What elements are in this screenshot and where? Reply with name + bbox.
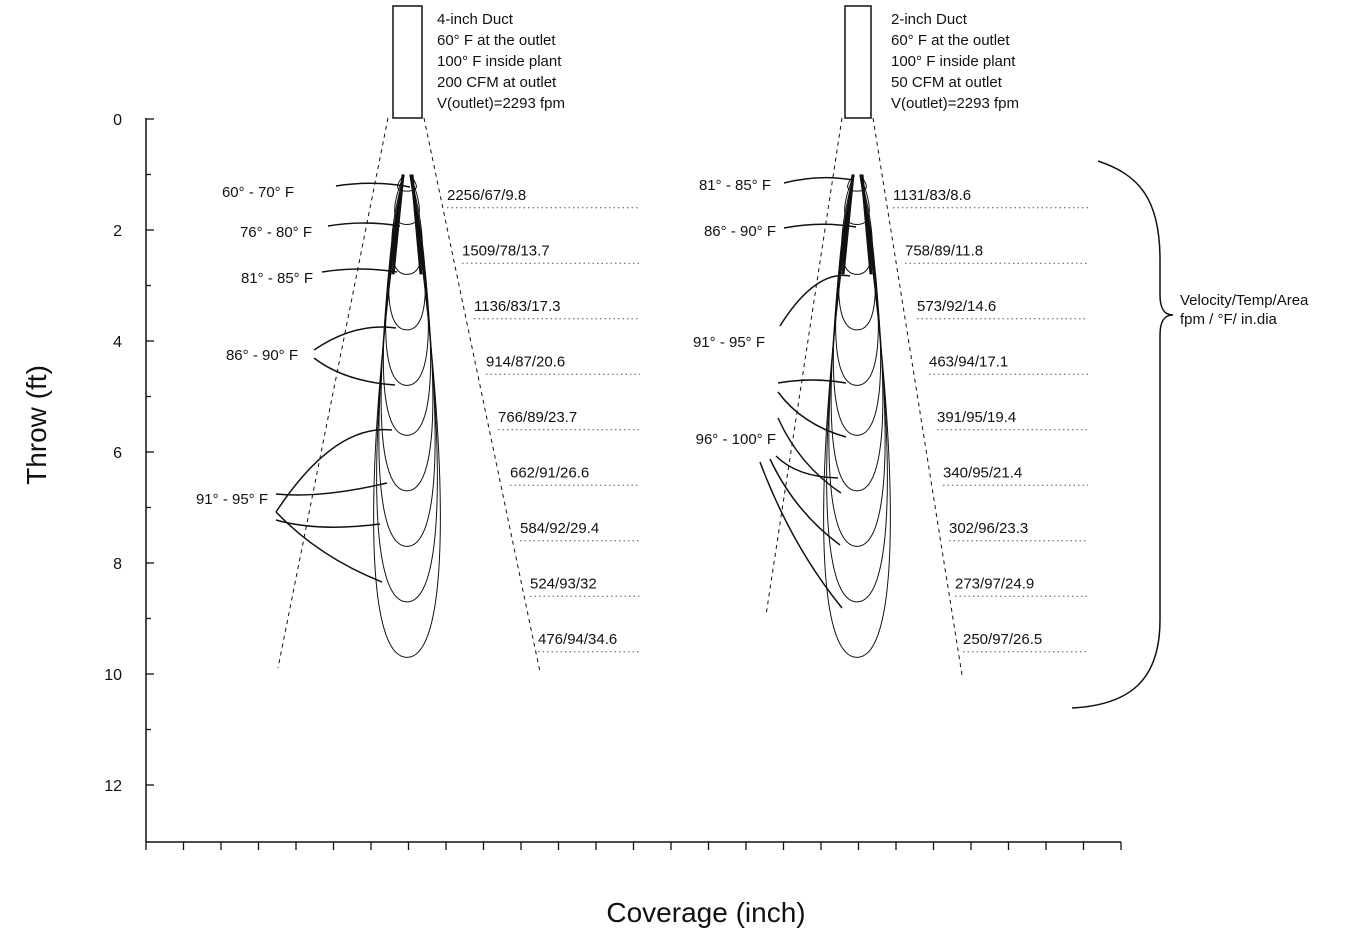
jet-core [391, 174, 423, 275]
jet-boundary-left [765, 117, 843, 616]
temp-range-label: 96° - 100° F [696, 431, 776, 448]
bracket-label: fpm / °F/ in.dia [1180, 311, 1278, 328]
jet-core [841, 174, 873, 275]
temp-leader-line [327, 222, 401, 227]
reading-label: 766/89/23.7 [498, 409, 577, 426]
reading-label: 463/94/17.1 [929, 353, 1008, 370]
reading-label: 524/93/32 [530, 575, 597, 592]
panels: 4-inch Duct 60° F at the outlet 100° F ins… [196, 5, 1088, 676]
y-tick-label: 8 [113, 556, 122, 573]
temp-leader-line [275, 428, 393, 513]
reading-label: 1131/83/8.6 [893, 187, 971, 204]
reading-label: 573/92/14.6 [917, 298, 996, 315]
jet-boundary-right [872, 117, 963, 676]
temperature-contour [391, 174, 423, 275]
temperature-contour [844, 174, 870, 225]
temp-leader-line [783, 223, 857, 229]
duct-info-line: 50 CFM at outlet [891, 74, 1003, 91]
temp-leader-line [779, 274, 851, 327]
jet-boundary-right [423, 117, 541, 673]
temp-range-label: 81° - 85° F [241, 270, 313, 287]
reading-label: 914/87/20.6 [486, 353, 565, 370]
temperature-contour [823, 174, 891, 658]
reading-label: 340/95/21.4 [943, 464, 1022, 481]
temperature-contour [832, 174, 882, 436]
temperature-contour [835, 174, 879, 386]
temperature-contour [847, 174, 867, 192]
duct-info-line: 60° F at the outlet [891, 32, 1010, 49]
y-tick-label: 2 [113, 223, 122, 240]
duct-panel-1: 4-inch Duct 60° F at the outlet 100° F ins… [196, 5, 640, 673]
temperature-contour [826, 174, 888, 603]
y-tick-label: 6 [113, 445, 122, 462]
reading-label: 391/95/19.4 [937, 409, 1016, 426]
temperature-contour [373, 174, 441, 658]
reading-label: 302/96/23.3 [949, 520, 1028, 537]
temperature-contour [841, 174, 873, 275]
y-axis-title: Throw (ft) [21, 365, 52, 485]
y-tick-label: 0 [113, 112, 122, 129]
reading-label: 1509/78/13.7 [462, 242, 550, 259]
temperature-contour [394, 174, 420, 225]
temp-leader-line [313, 357, 396, 386]
duct-box [844, 5, 872, 119]
duct-info-line: V(outlet)=2293 fpm [891, 95, 1019, 112]
reading-label: 2256/67/9.8 [447, 187, 526, 204]
temp-range-label: 91° - 95° F [196, 491, 268, 508]
temp-range-label: 81° - 85° F [699, 177, 771, 194]
duct-info-line: V(outlet)=2293 fpm [437, 95, 565, 112]
temp-leader-line [775, 455, 839, 479]
reading-label: 476/94/34.6 [538, 631, 617, 648]
duct-info-line: 4-inch Duct [437, 11, 514, 28]
axes: 0 2 4 6 8 10 12 [104, 112, 1122, 850]
duct-info-line: 200 CFM at outlet [437, 74, 557, 91]
temp-leader-line [275, 482, 388, 496]
bracket-label: Velocity/Temp/Area [1180, 292, 1309, 309]
jet-boundary-left [277, 117, 389, 669]
temp-leader-line [321, 268, 398, 273]
temp-leader-line [777, 417, 842, 494]
temperature-contour [376, 174, 438, 603]
reading-label: 758/89/11.8 [905, 242, 983, 259]
temp-range-label: 86° - 90° F [226, 347, 298, 364]
temp-range-label: 86° - 90° F [704, 223, 776, 240]
temp-leader-line [769, 458, 841, 546]
y-tick-label: 12 [104, 778, 122, 795]
temperature-contour [830, 174, 884, 492]
temp-leader-line [275, 519, 381, 528]
temp-leader-line [275, 511, 383, 583]
reading-label: 273/97/24.9 [955, 575, 1034, 592]
temp-range-label: 76° - 80° F [240, 224, 312, 241]
temp-leader-line [759, 461, 843, 609]
bracket-group: Velocity/Temp/Area fpm / °F/ in.dia [1071, 160, 1309, 709]
temp-range-label: 60° - 70° F [222, 184, 294, 201]
duct-info-line: 100° F inside plant [891, 53, 1016, 70]
temperature-contour [382, 174, 432, 436]
duct-panel-2: 2-inch Duct 60° F at the outlet 100° F ins… [693, 5, 1088, 676]
temperature-contour [385, 174, 429, 386]
temp-leader-line [313, 326, 397, 351]
duct-info-line: 100° F inside plant [437, 53, 562, 70]
y-tick-label: 10 [104, 667, 122, 684]
reading-label: 584/92/29.4 [520, 520, 599, 537]
x-axis-title: Coverage (inch) [606, 897, 805, 928]
temp-leader-line [783, 176, 854, 184]
duct-info-line: 60° F at the outlet [437, 32, 556, 49]
duct-box [392, 5, 423, 119]
reading-label: 250/97/26.5 [963, 631, 1042, 648]
temp-leader-line [335, 182, 411, 188]
temp-leader-line [777, 379, 847, 384]
y-tick-label: 4 [113, 334, 122, 351]
temp-range-label: 91° - 95° F [693, 334, 765, 351]
temperature-contour [397, 174, 417, 192]
temperature-contour [380, 174, 434, 492]
temp-leader-line [777, 391, 847, 438]
reading-label: 662/91/26.6 [510, 464, 589, 481]
reading-label: 1136/83/17.3 [474, 298, 560, 315]
bracket [1071, 160, 1174, 709]
duct-info-line: 2-inch Duct [891, 11, 968, 28]
